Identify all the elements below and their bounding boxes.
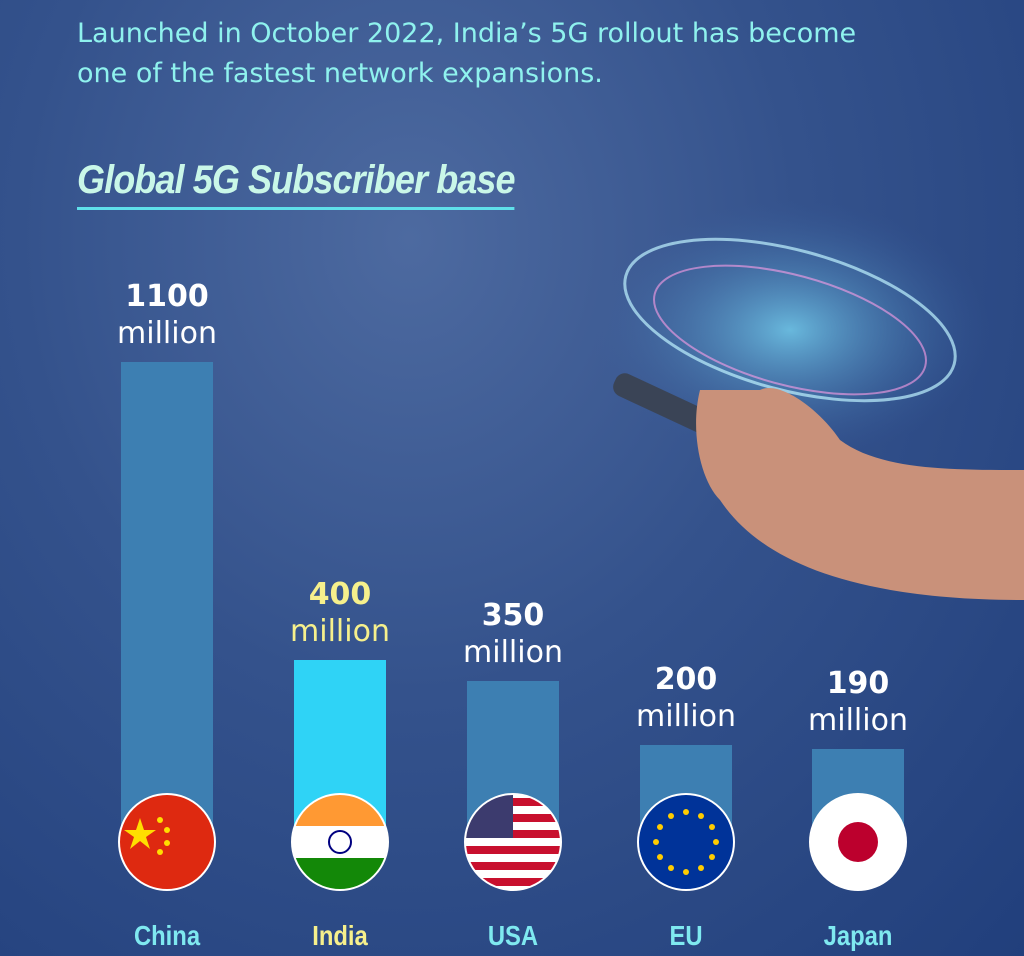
value-label: 350 million bbox=[463, 598, 563, 671]
value-label: 190 million bbox=[808, 666, 908, 739]
bar bbox=[640, 744, 732, 830]
x-tick-label: USA bbox=[487, 920, 539, 951]
bar bbox=[467, 681, 559, 830]
x-tick-label: EU bbox=[669, 920, 703, 951]
value-label: 400 million bbox=[290, 576, 390, 649]
bar bbox=[294, 659, 386, 830]
value-label: 200 million bbox=[636, 661, 736, 734]
value-label: 1100 million bbox=[117, 279, 217, 351]
chart-title: Global 5G Subscriber base bbox=[77, 158, 516, 210]
x-tick-label: Japan bbox=[823, 920, 893, 951]
x-tick-label: India bbox=[312, 920, 368, 951]
x-tick-label: China bbox=[133, 920, 201, 951]
bar bbox=[812, 749, 904, 830]
subtitle: Launched in October 2022, India’s 5G rol… bbox=[77, 18, 857, 89]
bar bbox=[121, 362, 213, 830]
